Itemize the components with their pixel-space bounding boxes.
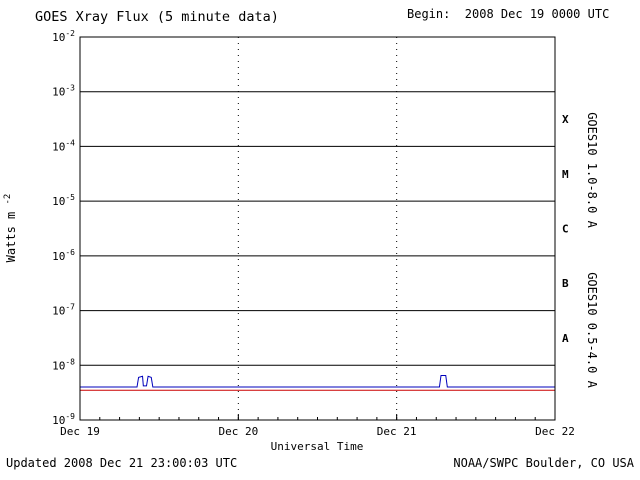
chart-title: GOES Xray Flux (5 minute data) <box>35 9 279 25</box>
y-tick-exponent: -5 <box>65 193 75 202</box>
y-tick-exponent: -6 <box>65 248 75 257</box>
y-tick-label: 10-3 <box>52 84 75 99</box>
y-tick-label: 10-8 <box>52 357 75 372</box>
y-tick-label: 10-2 <box>52 29 75 44</box>
y-tick-base: 10 <box>52 195 65 208</box>
plot-frame <box>79 36 556 421</box>
series-line-1 <box>80 375 555 388</box>
flux-class-label-b: B <box>562 277 569 290</box>
gridlines-layer <box>80 36 555 421</box>
y-axis-title-exponent: -2 <box>3 194 13 205</box>
source-credit-label: NOAA/SWPC Boulder, CO USA <box>453 456 634 470</box>
series-axis-label-0: GOES10 1.0-8.0 A <box>585 112 599 228</box>
y-tick-exponent: -7 <box>65 303 75 312</box>
y-tick-exponent: -3 <box>65 84 75 93</box>
y-axis-title-base: Watts m <box>4 212 18 263</box>
series-layer <box>80 375 555 391</box>
y-tick-base: 10 <box>52 31 65 44</box>
y-tick-exponent: -2 <box>65 29 75 38</box>
x-tick-label: Dec 19 <box>60 425 100 438</box>
y-tick-base: 10 <box>52 359 65 372</box>
flux-class-label-m: M <box>562 168 569 181</box>
y-tick-base: 10 <box>52 140 65 153</box>
y-tick-exponent: -4 <box>65 138 75 147</box>
y-tick-base: 10 <box>52 250 65 263</box>
x-tick-label: Dec 22 <box>535 425 575 438</box>
y-tick-label: 10-5 <box>52 193 75 208</box>
flux-class-label-c: C <box>562 223 569 236</box>
y-tick-base: 10 <box>52 86 65 99</box>
x-tick-label: Dec 21 <box>377 425 417 438</box>
x-axis-title: Universal Time <box>271 440 364 453</box>
flux-class-label-a: A <box>562 332 569 345</box>
y-tick-label: 10-9 <box>52 412 75 427</box>
y-tick-label: 10-7 <box>52 303 75 318</box>
series-axis-label-1: GOES10 0.5-4.0 A <box>585 272 599 388</box>
y-tick-exponent: -9 <box>65 412 75 421</box>
updated-timestamp-label: Updated 2008 Dec 21 23:00:03 UTC <box>6 456 237 470</box>
flux-class-label-x: X <box>562 113 569 126</box>
y-tick-exponent: -8 <box>65 357 75 366</box>
y-tick-label: 10-6 <box>52 248 75 263</box>
y-tick-base: 10 <box>52 414 65 427</box>
x-tick-label: Dec 20 <box>218 425 258 438</box>
y-axis-title: Watts m -2 <box>3 194 18 263</box>
y-tick-base: 10 <box>52 305 65 318</box>
begin-timestamp-label: Begin: 2008 Dec 19 0000 UTC <box>407 7 609 21</box>
y-tick-label: 10-4 <box>52 138 75 153</box>
